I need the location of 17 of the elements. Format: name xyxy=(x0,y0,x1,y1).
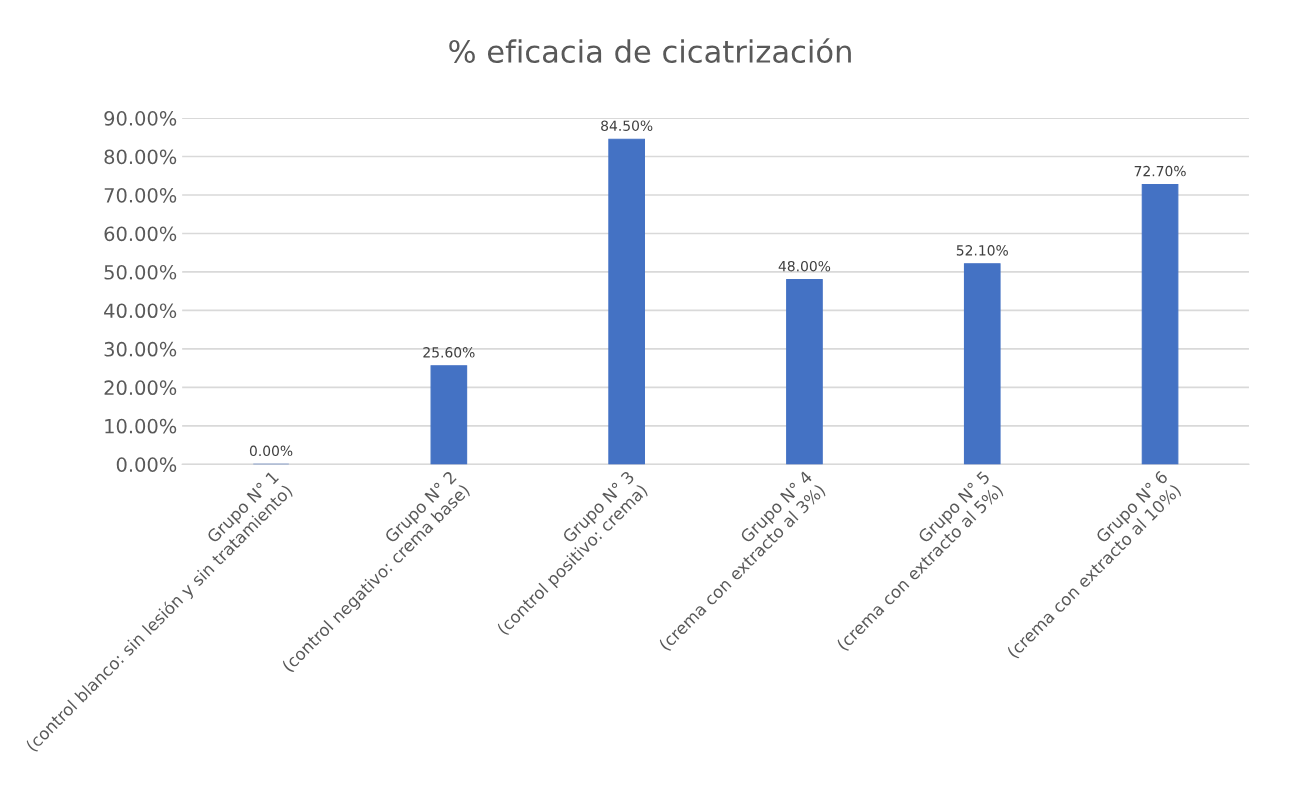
data-label: 72.70% xyxy=(1134,165,1186,177)
chart-title: % eficacia de cicatrización xyxy=(449,38,851,63)
y-tick-label: 90.00% xyxy=(104,111,177,126)
y-tick-label: 0.00% xyxy=(116,457,177,472)
y-tick-label: 60.00% xyxy=(104,226,177,242)
y-tick-label: 10.00% xyxy=(105,418,177,434)
y-tick-label: 20.00% xyxy=(104,380,177,396)
data-label: 0.00% xyxy=(249,445,293,457)
y-tick-label: 40.00% xyxy=(104,303,177,319)
y-tick-label: 30.00% xyxy=(104,341,177,357)
y-tick-label: 80.00% xyxy=(104,149,177,165)
data-label: 48.00% xyxy=(778,260,831,272)
y-tick-label: 50.00% xyxy=(104,264,177,280)
data-label: 25.60% xyxy=(423,347,475,358)
data-label: 84.50% xyxy=(601,120,653,131)
data-label: 52.10% xyxy=(956,245,1008,256)
y-tick-label: 70.00% xyxy=(104,187,177,203)
